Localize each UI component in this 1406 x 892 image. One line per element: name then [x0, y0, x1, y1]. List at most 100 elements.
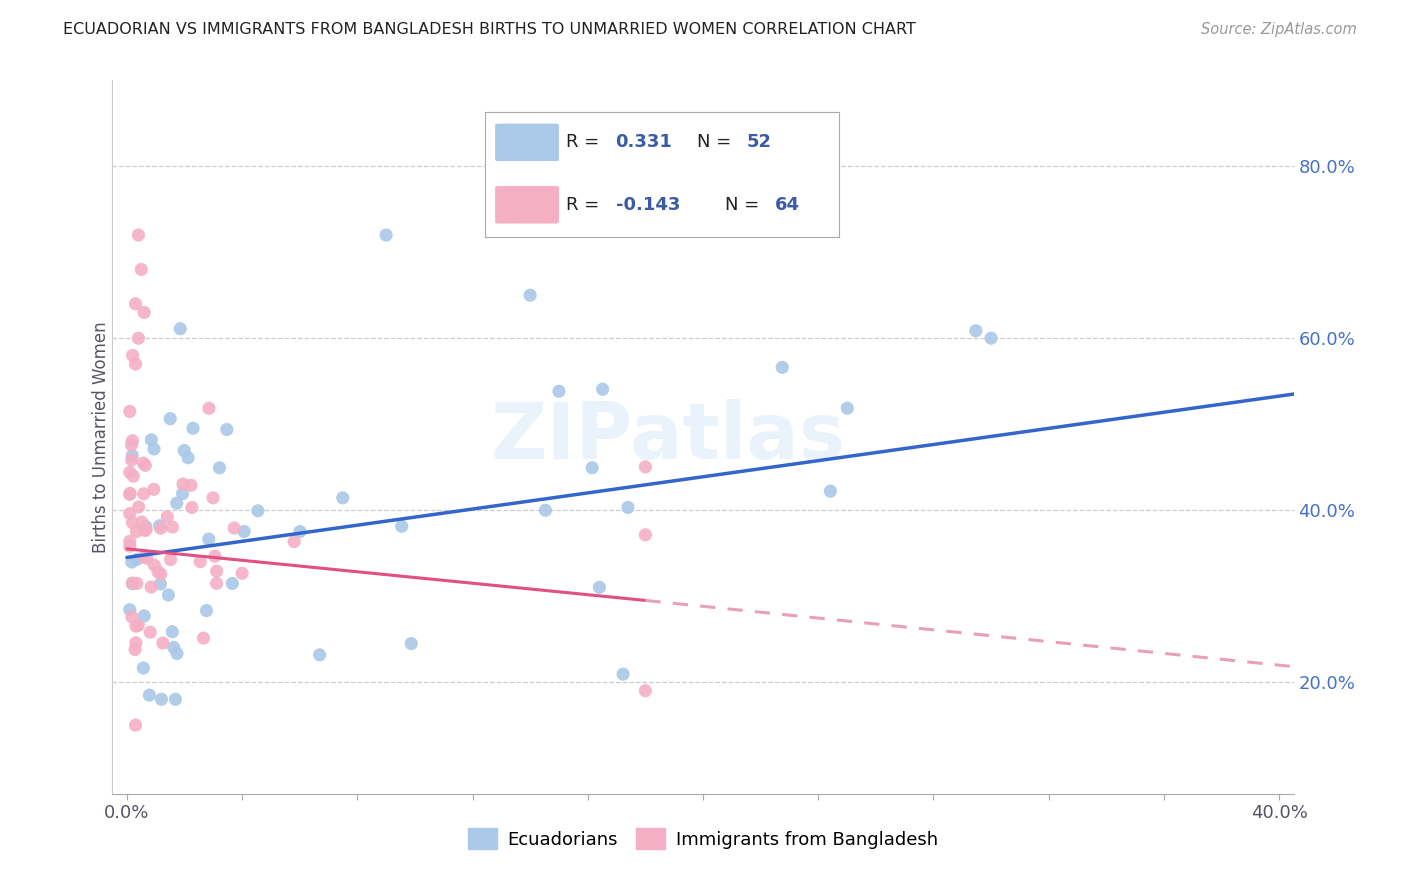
- Point: [139, 580, 162, 594]
- Point: [124, 357, 146, 371]
- Point: [118, 486, 141, 500]
- Point: [233, 524, 256, 539]
- Point: [127, 331, 149, 345]
- Point: [193, 631, 215, 645]
- Point: [519, 288, 541, 302]
- Point: [118, 534, 141, 549]
- Point: [125, 576, 148, 591]
- Point: [149, 577, 172, 591]
- Point: [152, 636, 174, 650]
- Point: [150, 692, 173, 706]
- Point: [166, 647, 188, 661]
- Point: [165, 692, 187, 706]
- Point: [135, 522, 157, 536]
- Point: [204, 549, 226, 564]
- Point: [121, 348, 143, 362]
- Point: [132, 661, 155, 675]
- Point: [215, 423, 238, 437]
- Point: [146, 565, 169, 579]
- Point: [162, 624, 184, 639]
- Point: [332, 491, 354, 505]
- Point: [965, 324, 987, 338]
- Point: [121, 610, 143, 624]
- Point: [162, 640, 184, 655]
- Point: [121, 449, 143, 463]
- Point: [172, 477, 194, 491]
- Point: [118, 507, 141, 521]
- Point: [162, 520, 184, 534]
- Point: [143, 558, 166, 573]
- Point: [118, 466, 141, 480]
- Point: [202, 491, 225, 505]
- Point: [180, 478, 202, 492]
- Point: [149, 567, 172, 582]
- Point: [127, 227, 149, 242]
- Point: [124, 718, 146, 732]
- Point: [195, 604, 218, 618]
- Point: [837, 401, 859, 416]
- Point: [121, 576, 143, 591]
- Point: [124, 642, 146, 657]
- Point: [121, 438, 143, 452]
- Point: [173, 443, 195, 458]
- Point: [125, 636, 148, 650]
- Point: [134, 305, 156, 319]
- Text: Source: ZipAtlas.com: Source: ZipAtlas.com: [1201, 22, 1357, 37]
- Point: [205, 576, 228, 591]
- Point: [980, 331, 1002, 345]
- Point: [159, 411, 181, 425]
- Point: [125, 524, 148, 539]
- Point: [634, 528, 657, 542]
- Point: [122, 469, 145, 483]
- Point: [391, 519, 413, 533]
- Point: [770, 360, 793, 375]
- Point: [205, 564, 228, 578]
- Point: [820, 484, 842, 499]
- Point: [149, 521, 172, 535]
- Point: [208, 460, 231, 475]
- Point: [617, 500, 640, 515]
- Point: [121, 516, 143, 530]
- Point: [134, 549, 156, 564]
- Point: [634, 683, 657, 698]
- Point: [181, 421, 204, 435]
- Point: [141, 433, 163, 447]
- Point: [139, 625, 162, 640]
- Point: [156, 509, 179, 524]
- Text: ECUADORIAN VS IMMIGRANTS FROM BANGLADESH BIRTHS TO UNMARRIED WOMEN CORRELATION C: ECUADORIAN VS IMMIGRANTS FROM BANGLADESH…: [63, 22, 917, 37]
- Point: [121, 576, 143, 591]
- Point: [188, 555, 211, 569]
- Point: [288, 524, 311, 539]
- Point: [224, 521, 246, 535]
- Point: [283, 534, 305, 549]
- Point: [142, 483, 165, 497]
- Point: [634, 459, 657, 474]
- Point: [135, 551, 157, 566]
- Point: [612, 667, 634, 681]
- Point: [221, 576, 243, 591]
- Point: [129, 262, 152, 277]
- Point: [143, 442, 166, 456]
- Point: [181, 500, 204, 515]
- Point: [118, 603, 141, 617]
- Point: [134, 458, 156, 473]
- Point: [548, 384, 571, 399]
- Point: [581, 460, 603, 475]
- Point: [127, 618, 149, 632]
- Point: [134, 524, 156, 538]
- Point: [127, 552, 149, 566]
- Point: [132, 456, 155, 470]
- Point: [138, 688, 160, 702]
- Y-axis label: Births to Unmarried Women: Births to Unmarried Women: [93, 321, 110, 553]
- Point: [157, 588, 180, 602]
- Point: [121, 555, 143, 569]
- Point: [534, 503, 557, 517]
- Point: [124, 297, 146, 311]
- Point: [118, 539, 141, 553]
- Point: [172, 486, 194, 500]
- Point: [375, 227, 398, 242]
- Point: [166, 496, 188, 510]
- Point: [131, 515, 153, 529]
- Point: [592, 382, 614, 396]
- Point: [197, 532, 219, 546]
